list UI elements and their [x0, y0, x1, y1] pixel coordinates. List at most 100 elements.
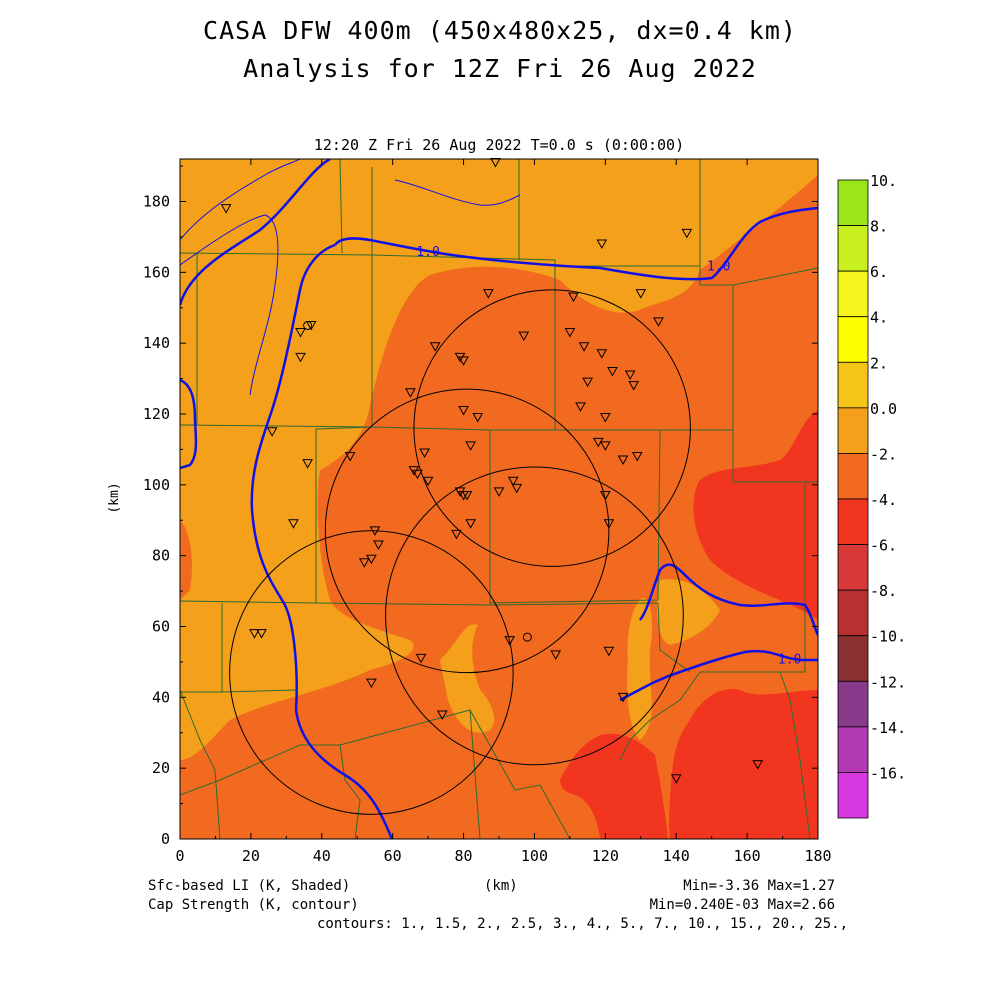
y-tick-label: 0 — [161, 830, 170, 848]
colorbar-label: 0.0 — [870, 400, 897, 418]
colorbar-label: -6. — [870, 537, 897, 555]
county-line — [339, 744, 361, 839]
colorbar-label: -2. — [870, 445, 897, 463]
y-tick-label: 80 — [152, 547, 170, 565]
county-line — [180, 255, 373, 604]
station-marker — [295, 352, 306, 363]
radar-range-circle — [385, 466, 684, 766]
station-marker — [461, 490, 473, 501]
station-marker — [483, 289, 494, 299]
station-marker — [288, 519, 299, 529]
station-marker — [358, 558, 370, 568]
contour-line-7 — [180, 159, 301, 241]
county-line — [699, 266, 733, 286]
li-region-west-edge — [180, 520, 192, 600]
contour-labels: 1.0 1.0 1.0 — [416, 245, 801, 667]
station-marker — [249, 629, 260, 639]
x-axis-label: (km) — [484, 878, 518, 894]
colorbar: 10. 8. 6. 4. 2. 0.0 -2. -4. -6. -8. -10. -12. -14. -1… — [837, 172, 906, 819]
colorbar-label: 2. — [870, 354, 888, 372]
station-marker — [504, 636, 515, 646]
station-marker — [465, 441, 476, 451]
contour-field-label: Cap Strength (K, contour) — [148, 897, 359, 913]
contour-line-4 — [180, 378, 198, 470]
radar-range-circles — [229, 289, 691, 815]
station-marker — [369, 526, 381, 536]
x-tick-label: 80 — [455, 847, 473, 865]
station-marker — [493, 487, 505, 497]
colorbar-label: 8. — [870, 218, 888, 236]
station-marker — [220, 204, 232, 214]
contour-levels-list: contours: 1., 1.5, 2., 2.5, 3., 4., 5., … — [316, 916, 848, 932]
station-marker — [451, 529, 462, 540]
station-marker — [568, 292, 579, 303]
station-marker — [472, 413, 484, 423]
station-marker — [302, 459, 313, 469]
county-line — [180, 689, 221, 839]
chart-title-line-2: Analysis for 12Z Fri 26 Aug 2022 — [243, 54, 757, 83]
station-marker — [607, 367, 618, 377]
x-tick-label: 180 — [804, 847, 831, 865]
y-tick-label: 60 — [152, 618, 170, 636]
station-marker — [366, 554, 377, 565]
colorbar-swatch — [837, 498, 869, 545]
station-marker — [596, 239, 608, 250]
colorbar-label: -4. — [870, 491, 897, 509]
county-line — [700, 482, 806, 673]
y-tick-label: 100 — [143, 476, 170, 494]
li-region-positive-west — [180, 159, 818, 760]
x-tick-label: 140 — [663, 847, 690, 865]
radar-range-circle — [229, 530, 514, 815]
station-marker — [518, 331, 530, 342]
y-axis: 0 20 40 60 80 100 120 140 160 180 — [143, 165, 818, 848]
contour-line-1 — [180, 159, 331, 306]
station-marker — [599, 413, 611, 423]
station-marker — [578, 342, 590, 352]
station-marker — [366, 678, 377, 689]
y-tick-label: 20 — [152, 759, 170, 777]
x-tick-label: 120 — [592, 847, 619, 865]
colorbar-label: -12. — [870, 673, 906, 691]
station-marker — [458, 356, 469, 366]
chart-title-line-1: CASA DFW 400m (450x480x25, dx=0.4 km) — [203, 16, 797, 45]
contour-line-3 — [250, 243, 394, 839]
station-marker — [344, 452, 356, 462]
cap-contours — [180, 159, 818, 839]
x-tick-label: 40 — [313, 847, 331, 865]
county-line — [779, 671, 811, 839]
y-tick-label: 140 — [143, 334, 170, 352]
county-line — [221, 689, 297, 693]
station-marker — [592, 437, 604, 448]
station-marker — [617, 692, 629, 703]
x-tick-label: 160 — [734, 847, 761, 865]
station-marker — [582, 377, 593, 388]
shaded-field — [180, 159, 818, 839]
colorbar-swatch — [837, 772, 869, 819]
x-tick-label: 60 — [384, 847, 402, 865]
colorbar-label: -10. — [870, 628, 906, 646]
x-axis: 0 20 40 60 80 100 120 140 160 180 — [175, 159, 832, 865]
station-marker — [617, 455, 629, 466]
station-marker — [422, 476, 434, 487]
station-marker — [628, 381, 640, 391]
station-marker — [635, 289, 647, 299]
county-line — [657, 602, 691, 673]
county-line — [469, 709, 481, 839]
station-marker — [599, 441, 611, 451]
station-marker — [458, 405, 469, 416]
colorbar-swatch — [837, 635, 869, 682]
county-line — [315, 602, 659, 606]
station-marker — [373, 540, 384, 551]
county-line — [489, 429, 661, 604]
colorbar-swatch — [837, 316, 869, 363]
station-marker — [436, 710, 448, 721]
station-marker — [681, 228, 693, 239]
station-marker — [564, 328, 576, 338]
shaded-field-label: Sfc-based LI (K, Shaded) — [148, 878, 351, 894]
station-marker — [256, 629, 267, 639]
y-tick-label: 160 — [143, 263, 170, 281]
station-marker — [507, 476, 519, 487]
contour-minmax: Min=0.240E-03 Max=2.66 — [649, 897, 835, 913]
station-marker — [575, 402, 586, 412]
colorbar-swatch — [837, 453, 869, 500]
